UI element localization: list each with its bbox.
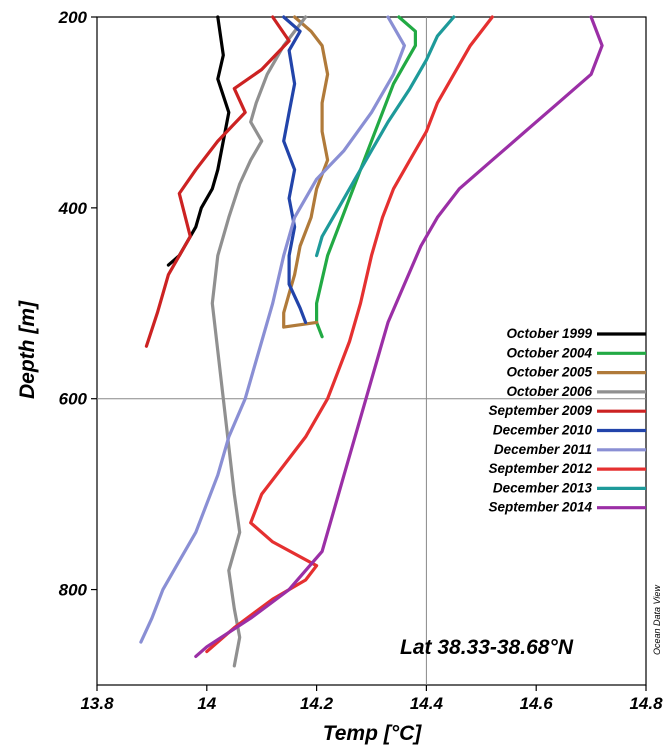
legend-label: October 2006 bbox=[506, 384, 592, 399]
y-tick-label: 600 bbox=[59, 390, 88, 409]
legend-label: October 1999 bbox=[506, 326, 592, 341]
series-line-9 bbox=[194, 15, 604, 658]
legend-label: September 2014 bbox=[488, 500, 592, 515]
x-tick-label: 14 bbox=[197, 694, 216, 713]
series-line-3 bbox=[210, 15, 308, 668]
plot-frame bbox=[96, 16, 647, 686]
legend-label: December 2010 bbox=[493, 423, 593, 438]
x-axis-ticks: 13.8 14 14.2 14.4 14.6 14.8 bbox=[80, 685, 663, 713]
ocean-data-view-credit: Ocean Data View bbox=[652, 585, 662, 655]
legend-label: September 2009 bbox=[488, 403, 592, 418]
y-tick-label: 400 bbox=[58, 199, 88, 218]
legend-label: September 2012 bbox=[488, 461, 592, 476]
y-tick-label: 800 bbox=[59, 581, 88, 600]
latitude-annotation: Lat 38.33-38.68°N bbox=[400, 636, 574, 659]
legend-label: October 2005 bbox=[506, 365, 592, 380]
legend-label: December 2013 bbox=[493, 480, 593, 495]
legend: October 1999 October 2004 October 2005 Octo… bbox=[488, 326, 646, 515]
x-tick-label: 14.2 bbox=[300, 694, 334, 713]
series-line-7 bbox=[205, 15, 494, 654]
series-line-2 bbox=[282, 15, 330, 329]
x-tick-label: 14.4 bbox=[410, 694, 444, 713]
x-tick-label: 13.8 bbox=[80, 694, 114, 713]
series-line-8 bbox=[315, 15, 456, 258]
x-tick-label: 14.6 bbox=[520, 694, 554, 713]
x-tick-label: 14.8 bbox=[629, 694, 663, 713]
legend-label: December 2011 bbox=[494, 442, 592, 457]
series-layer bbox=[139, 15, 604, 668]
series-line-5 bbox=[282, 15, 308, 324]
y-axis-title: Depth [m] bbox=[16, 300, 39, 399]
y-axis-ticks: 200 400 600 800 bbox=[58, 8, 97, 600]
y-tick-label: 200 bbox=[58, 8, 88, 27]
series-line-4 bbox=[144, 15, 291, 348]
series-line-6 bbox=[139, 15, 406, 644]
x-axis-title: Temp [°C] bbox=[323, 722, 423, 745]
legend-label: October 2004 bbox=[506, 345, 592, 360]
